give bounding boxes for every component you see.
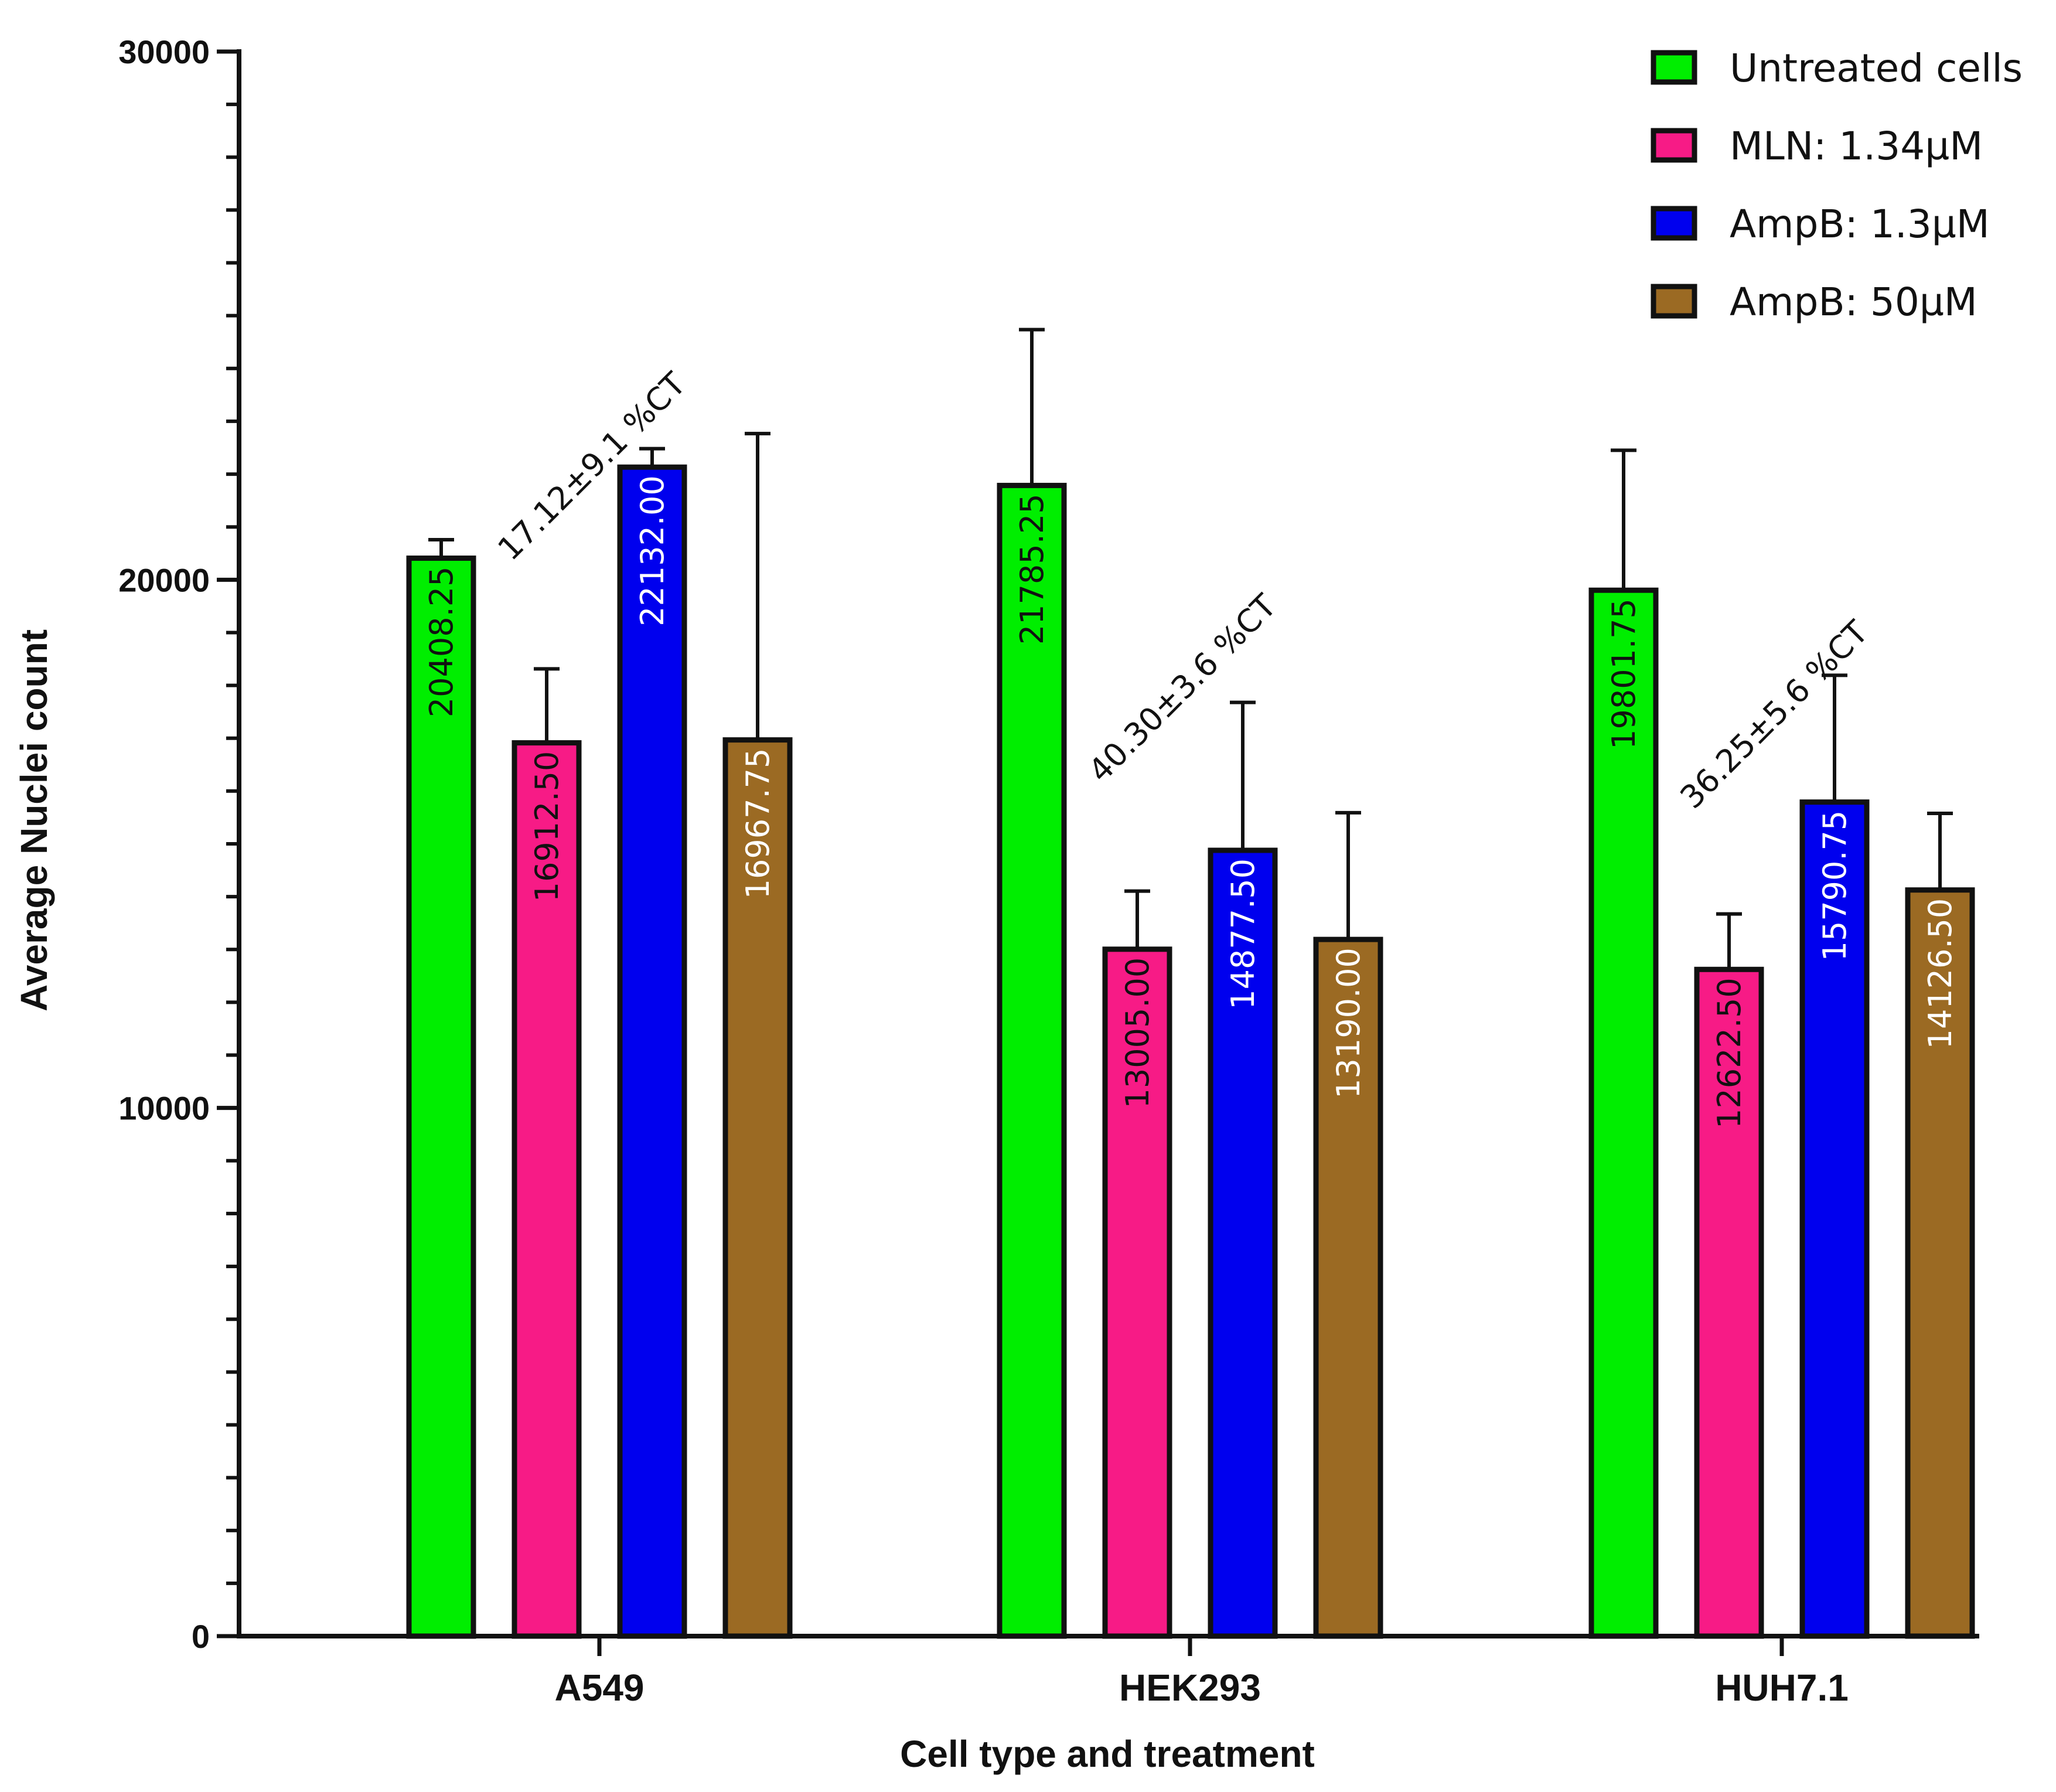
x-tick-label: HUH7.1 (1715, 1667, 1849, 1709)
y-axis-title: Average Nuclei count (13, 629, 55, 1011)
annotation-label: 36.25±5.6 %CT (1673, 613, 1876, 816)
legend-swatch (1651, 128, 1697, 163)
value-label: 16967.75 (739, 748, 776, 900)
y-tick-label: 20000 (118, 561, 210, 598)
value-label: 22132.00 (634, 475, 671, 626)
legend-swatch (1651, 206, 1697, 241)
y-tick-label: 30000 (118, 33, 210, 70)
bar (1905, 887, 1975, 1639)
bar (406, 556, 476, 1639)
y-tick-label: 0 (192, 1618, 210, 1655)
axes-layer (217, 49, 1979, 1656)
x-tick-label: A549 (555, 1667, 645, 1709)
bar (1313, 936, 1383, 1639)
value-label: 21785.25 (1014, 493, 1051, 645)
value-label: 14126.50 (1922, 898, 1959, 1050)
annotation-label: 40.30±3.6 %CT (1081, 587, 1284, 789)
bar (1102, 946, 1172, 1639)
legend-label: Untreated cells (1730, 46, 2023, 91)
bar (1588, 587, 1659, 1639)
value-label: 19801.75 (1605, 598, 1642, 749)
value-label: 12622.50 (1711, 977, 1748, 1129)
legend-label: AmpB: 1.3µM (1730, 202, 1990, 247)
value-label: 13005.00 (1119, 958, 1156, 1109)
bar (512, 740, 582, 1639)
value-label: 20408.25 (423, 567, 460, 718)
y-tick-label: 10000 (118, 1090, 210, 1127)
x-axis-title: Cell type and treatment (900, 1733, 1315, 1775)
legend: Untreated cells MLN: 1.34µM AmpB: 1.3µM Amp… (1651, 46, 2023, 325)
value-label: 14877.50 (1225, 858, 1261, 1010)
legend-swatch (1651, 284, 1697, 319)
value-label: 13190.00 (1330, 948, 1367, 1099)
bar (997, 482, 1067, 1639)
bar (617, 464, 687, 1639)
legend-label: AmpB: 50µM (1730, 280, 1977, 325)
legend-label: MLN: 1.34µM (1730, 124, 1983, 169)
value-label: 15790.75 (1816, 810, 1853, 962)
value-label: 16912.50 (529, 751, 565, 902)
bar (1799, 799, 1870, 1639)
x-tick-label: HEK293 (1119, 1667, 1261, 1709)
legend-swatch (1651, 50, 1697, 85)
